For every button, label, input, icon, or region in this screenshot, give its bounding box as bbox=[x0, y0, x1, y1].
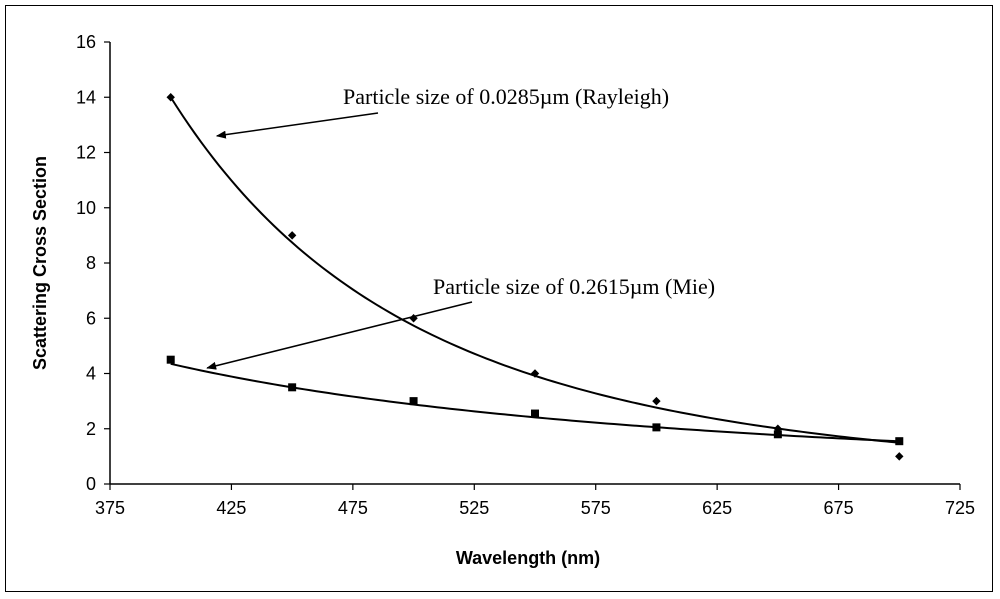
data-point-square bbox=[773, 430, 782, 439]
y-tick-label: 2 bbox=[86, 419, 96, 439]
chart-frame bbox=[5, 5, 993, 592]
x-tick-label: 575 bbox=[581, 498, 611, 518]
data-point-square bbox=[409, 397, 418, 406]
annotation-mie: Particle size of 0.2615µm (Mie) bbox=[433, 274, 715, 299]
trendlines bbox=[169, 96, 900, 444]
x-axis-title: Wavelength (nm) bbox=[456, 548, 600, 568]
x-tick-label: 425 bbox=[216, 498, 246, 518]
data-point-diamond bbox=[530, 369, 540, 378]
x-tick-label: 475 bbox=[338, 498, 368, 518]
y-tick-label: 14 bbox=[76, 87, 96, 107]
y-axis-title: Scattering Cross Section bbox=[30, 156, 50, 370]
x-tick-label: 675 bbox=[824, 498, 854, 518]
data-point-diamond bbox=[166, 93, 175, 102]
data-point-square bbox=[288, 383, 297, 392]
x-tick-label: 725 bbox=[945, 498, 975, 518]
data-point-diamond bbox=[287, 231, 297, 240]
data-point-diamond bbox=[895, 452, 904, 461]
annotation-arrow-rayleigh bbox=[215, 112, 379, 139]
data-point-square bbox=[895, 437, 904, 446]
trendline-series-1 bbox=[169, 96, 900, 444]
data-point-square bbox=[652, 423, 661, 432]
y-tick-label: 0 bbox=[86, 474, 96, 494]
y-tick-label: 12 bbox=[76, 143, 96, 163]
x-tick-label: 525 bbox=[459, 498, 489, 518]
annotation-arrow-mie bbox=[206, 301, 473, 370]
x-tick-label: 375 bbox=[95, 498, 125, 518]
x-tick-label: 625 bbox=[702, 498, 732, 518]
y-tick-label: 6 bbox=[86, 308, 96, 328]
data-point-square bbox=[531, 409, 539, 418]
y-tick-label: 4 bbox=[86, 364, 96, 384]
y-tick-label: 16 bbox=[76, 32, 96, 52]
data-point-square bbox=[166, 355, 175, 364]
tick-labels: 0 2 4 6 8 10 12 14 16 375 425 475 525 575 625 675 725 bbox=[76, 32, 975, 518]
axes bbox=[104, 41, 961, 490]
data-point-diamond bbox=[652, 396, 661, 406]
annotation-rayleigh: Particle size of 0.0285µm (Rayleigh) bbox=[343, 84, 669, 109]
y-tick-label: 10 bbox=[76, 198, 96, 218]
y-tick-label: 8 bbox=[86, 253, 96, 273]
